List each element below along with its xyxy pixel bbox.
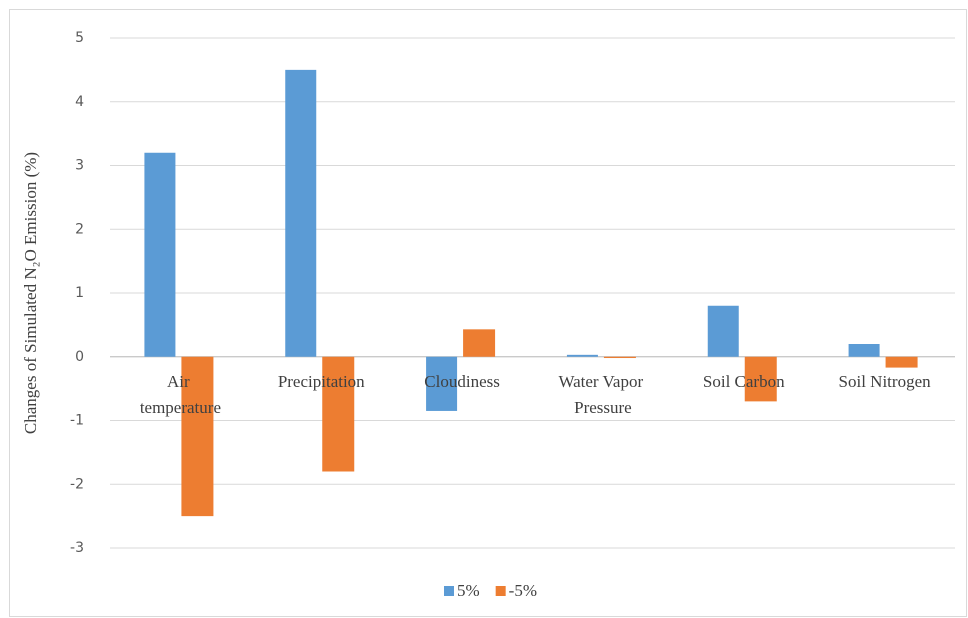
bar bbox=[848, 344, 880, 357]
bar bbox=[885, 356, 918, 368]
bar bbox=[144, 152, 176, 357]
y-tick-label: -2 bbox=[70, 476, 84, 492]
bar bbox=[566, 354, 598, 357]
bar bbox=[426, 356, 458, 411]
bar bbox=[285, 69, 317, 357]
y-tick-label: -1 bbox=[70, 413, 84, 429]
x-tick-label: Water Vapor Pressure bbox=[558, 372, 647, 417]
y-tick-label: 2 bbox=[75, 221, 84, 237]
y-tick-label: 5 bbox=[75, 30, 84, 46]
x-tick-label: Precipitation bbox=[278, 372, 365, 391]
x-tick-label: Air temperature bbox=[140, 372, 221, 417]
legend-swatch bbox=[444, 586, 454, 596]
legend-swatch bbox=[495, 586, 506, 596]
y-tick-label: 0 bbox=[75, 349, 84, 365]
legend-label: 5% bbox=[457, 581, 480, 600]
x-tick-label: Cloudiness bbox=[424, 372, 500, 391]
bar bbox=[463, 329, 496, 357]
y-tick-label: 4 bbox=[75, 94, 84, 110]
bar bbox=[322, 356, 355, 472]
bar bbox=[181, 356, 214, 517]
y-tick-label: 3 bbox=[75, 158, 84, 174]
y-tick-label: 1 bbox=[75, 285, 84, 301]
bar bbox=[707, 305, 739, 357]
bar bbox=[603, 356, 636, 359]
legend-label: -5% bbox=[509, 581, 537, 600]
x-tick-label: Soil Carbon bbox=[703, 372, 785, 391]
bar bbox=[744, 356, 777, 402]
y-axis-label: Changes of Simulated N₂O Emission (%) bbox=[21, 152, 40, 434]
y-tick-label: -3 bbox=[70, 540, 84, 556]
x-tick-label: Soil Nitrogen bbox=[839, 372, 932, 391]
